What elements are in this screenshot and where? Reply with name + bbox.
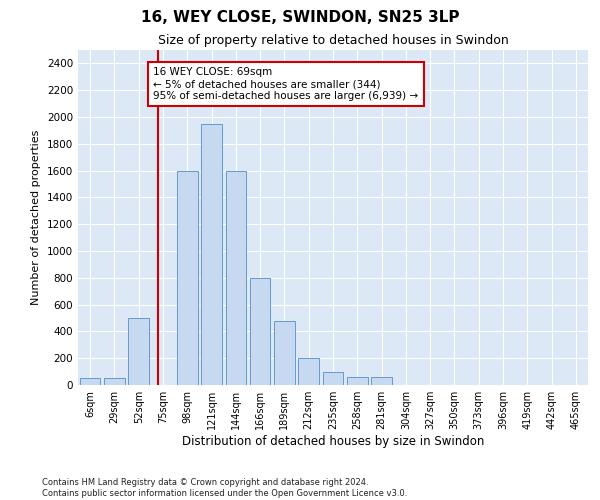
Bar bbox=[274, 320, 295, 385]
Bar bbox=[80, 378, 100, 385]
Bar bbox=[323, 372, 343, 385]
Y-axis label: Number of detached properties: Number of detached properties bbox=[31, 130, 41, 305]
Text: 16 WEY CLOSE: 69sqm
← 5% of detached houses are smaller (344)
95% of semi-detach: 16 WEY CLOSE: 69sqm ← 5% of detached hou… bbox=[153, 68, 418, 100]
Bar bbox=[177, 170, 197, 385]
Bar bbox=[298, 358, 319, 385]
X-axis label: Distribution of detached houses by size in Swindon: Distribution of detached houses by size … bbox=[182, 435, 484, 448]
Text: Contains HM Land Registry data © Crown copyright and database right 2024.
Contai: Contains HM Land Registry data © Crown c… bbox=[42, 478, 407, 498]
Text: 16, WEY CLOSE, SWINDON, SN25 3LP: 16, WEY CLOSE, SWINDON, SN25 3LP bbox=[141, 10, 459, 25]
Bar bbox=[201, 124, 222, 385]
Bar bbox=[347, 377, 368, 385]
Bar bbox=[226, 170, 246, 385]
Title: Size of property relative to detached houses in Swindon: Size of property relative to detached ho… bbox=[158, 34, 508, 48]
Bar bbox=[250, 278, 271, 385]
Bar bbox=[128, 318, 149, 385]
Bar bbox=[104, 378, 125, 385]
Bar bbox=[371, 377, 392, 385]
